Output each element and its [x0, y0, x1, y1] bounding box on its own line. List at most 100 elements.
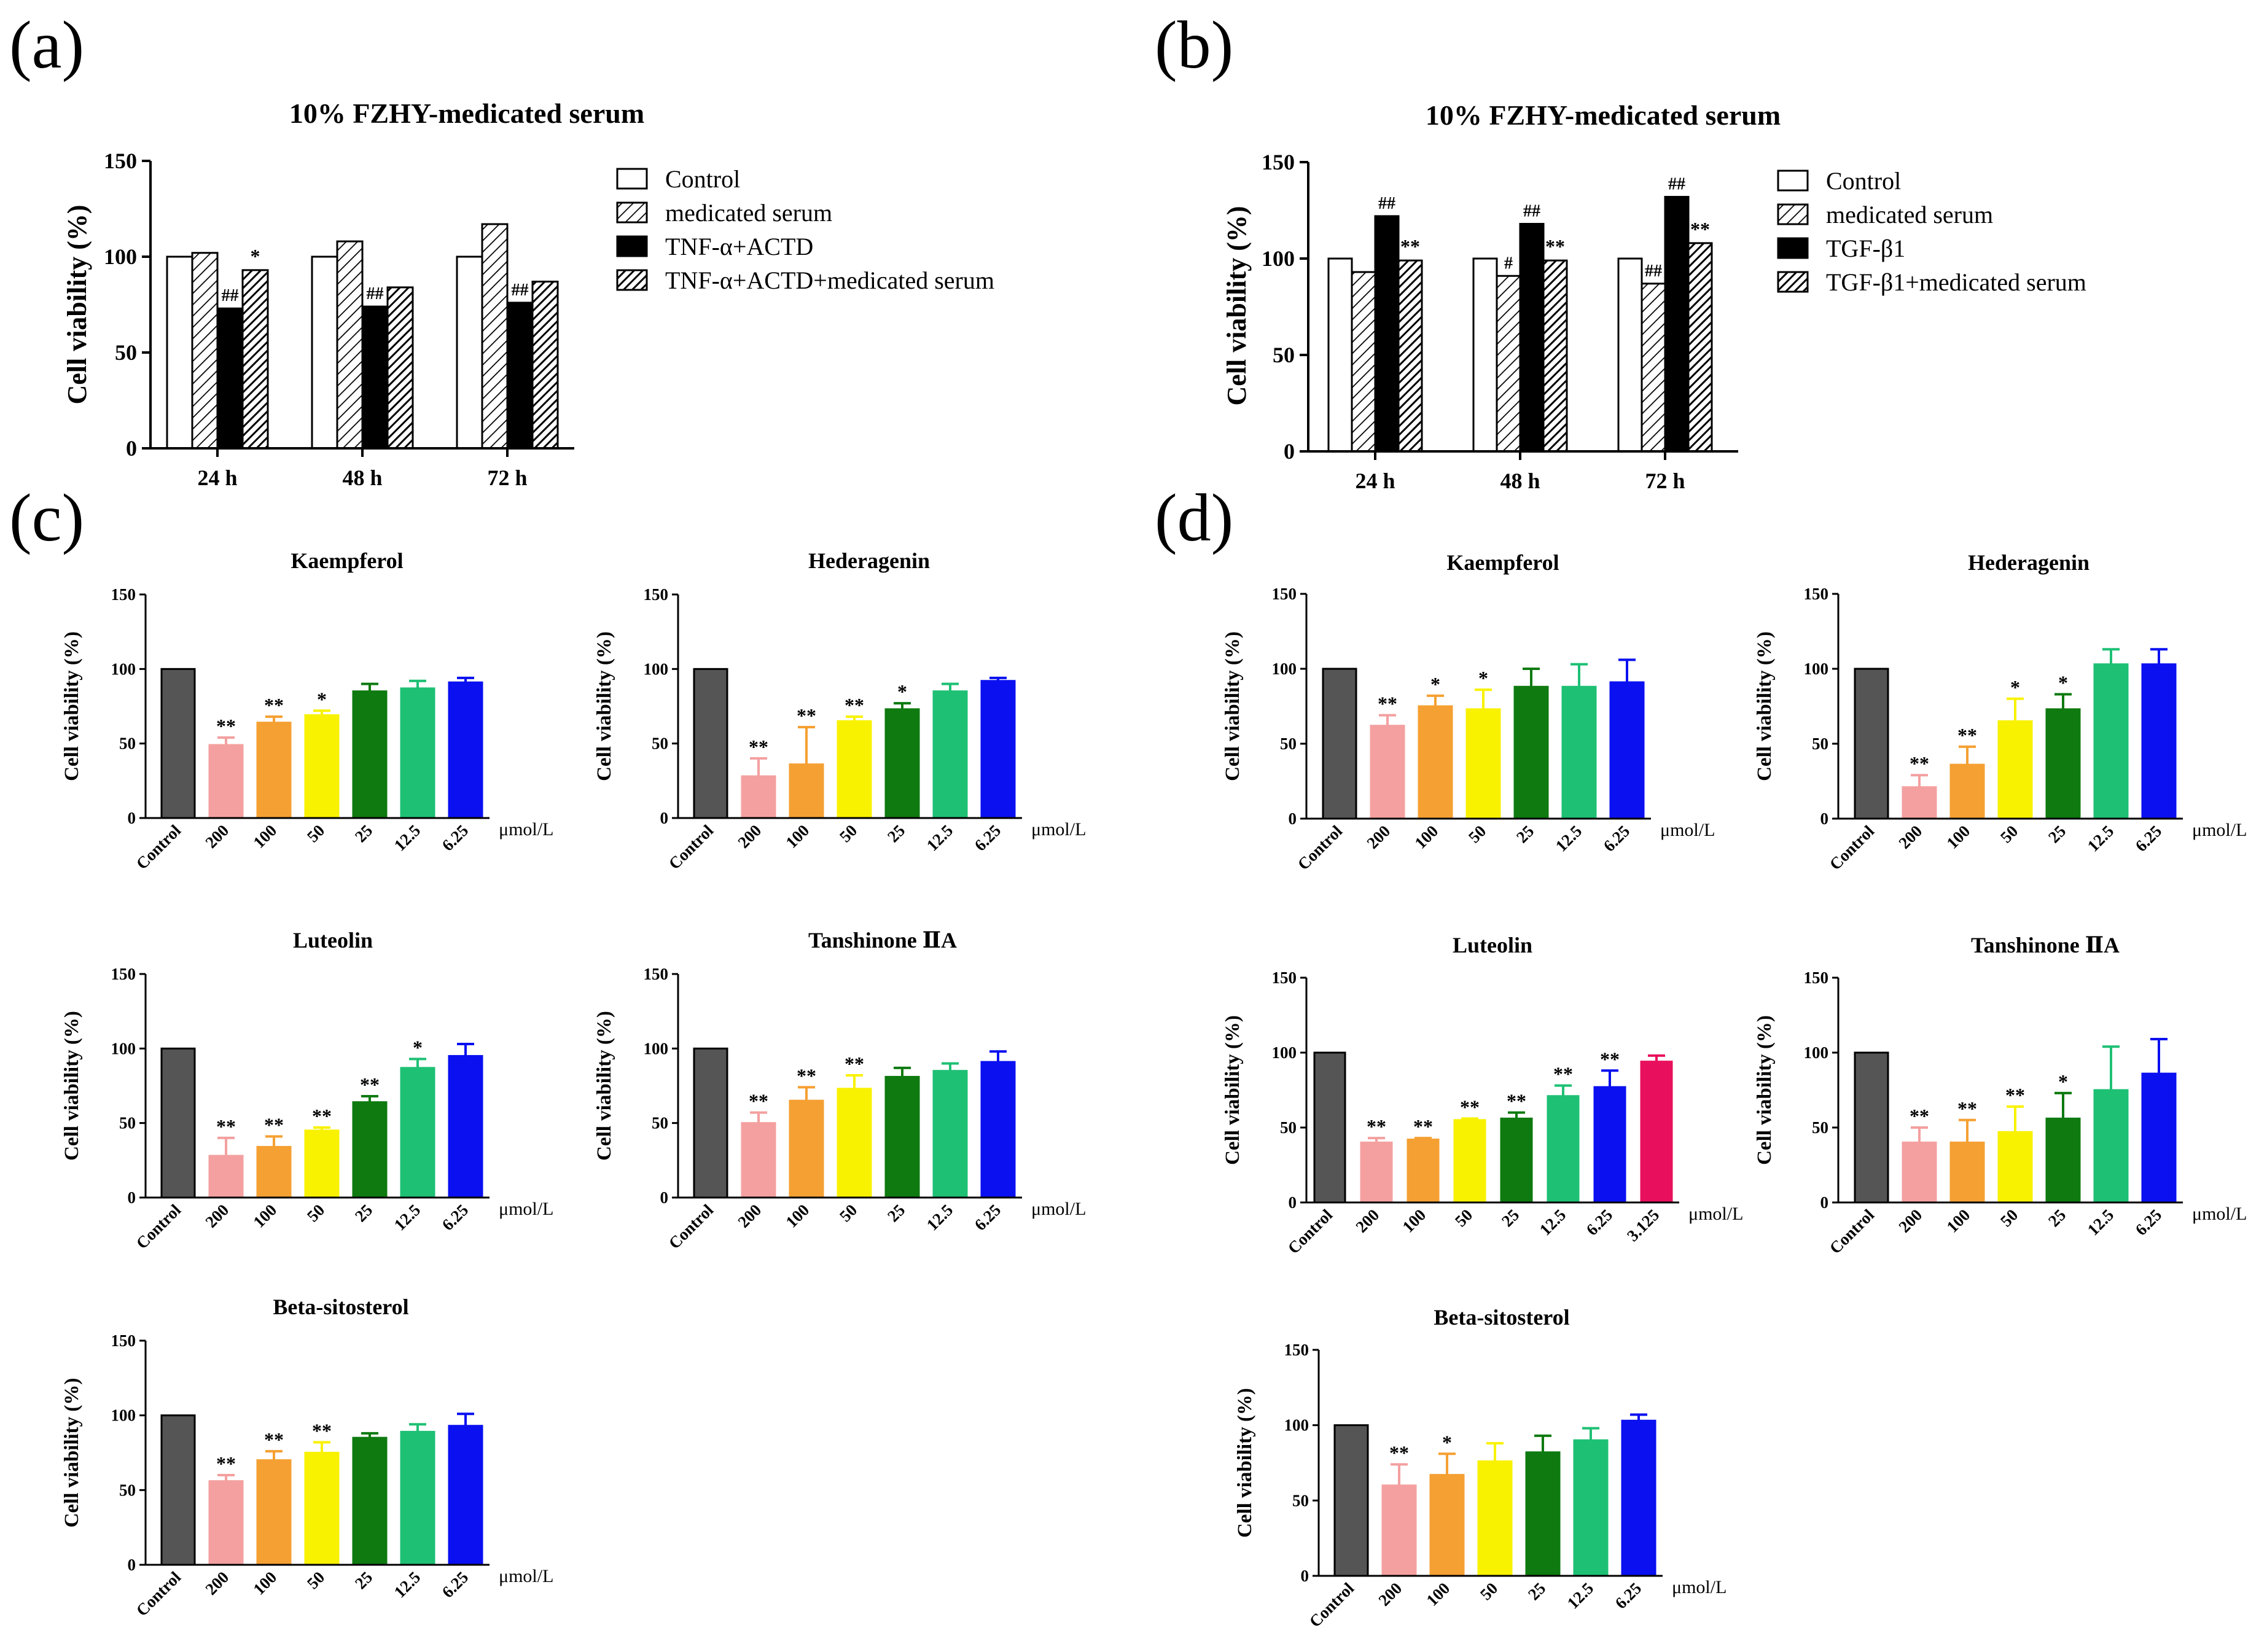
bar	[191, 252, 219, 450]
bar-Control	[1333, 1424, 1369, 1577]
bar-50	[1465, 708, 1501, 820]
bar-100	[256, 722, 292, 819]
significance-mark: **	[1910, 752, 1929, 774]
significance-mark: *	[2058, 671, 2068, 693]
bar-Control	[693, 1047, 728, 1199]
bar-50	[837, 720, 872, 819]
y-axis-label: Cell viability (%)	[593, 1011, 615, 1161]
x-tick-label: 50	[1451, 1206, 1476, 1230]
panel-label-a: (a)	[9, 7, 84, 82]
bar	[361, 305, 389, 450]
y-tick-label: 50	[652, 734, 668, 753]
y-tick-label: 50	[1292, 1491, 1309, 1510]
chart-kaempferol-c: Kaempferol Cell viability (%) 0 50 100 150 Con…	[61, 548, 553, 873]
legend-swatch	[1777, 169, 1809, 192]
bar	[1687, 242, 1713, 453]
y-tick-label: 50	[119, 734, 136, 753]
bar-12.5	[2093, 1089, 2129, 1204]
bar	[1496, 275, 1521, 453]
x-tick-label: 25	[1524, 1579, 1549, 1603]
significance-mark: **	[749, 1090, 768, 1112]
unit-label: μmol/L	[499, 819, 553, 840]
bar-6.25	[1621, 1419, 1656, 1577]
y-tick-label: 0	[128, 1556, 136, 1574]
y-tick-label: 100	[1804, 1043, 1829, 1062]
x-tick-label: 6.25	[2132, 822, 2166, 855]
chart-title: 10% FZHY-medicated serum	[1426, 99, 1781, 131]
bar	[1519, 222, 1545, 453]
chart-title: Tanshinone ⅡA	[1971, 933, 2120, 957]
y-tick-label: 150	[111, 965, 136, 983]
significance-mark: **	[312, 1105, 332, 1127]
y-tick-label: 100	[104, 244, 137, 269]
legend-label: TGF-β1	[1826, 235, 1905, 262]
y-tick-label: 100	[644, 1039, 669, 1058]
bar-50	[304, 714, 340, 819]
x-tick-label: 25	[1513, 822, 1537, 846]
bar	[166, 255, 193, 450]
x-tick-label: 100	[782, 821, 813, 852]
bar-Control	[1322, 668, 1357, 820]
y-axis-label: Cell viability (%)	[1222, 631, 1244, 781]
x-tick-label: 12.5	[923, 821, 957, 855]
x-tick-label: 50	[1997, 822, 2021, 846]
y-tick-label: 100	[1804, 660, 1829, 678]
x-tick-label: 6.25	[971, 1201, 1005, 1234]
x-tick-label: Control	[133, 1568, 185, 1620]
significance-mark: **	[216, 1115, 236, 1137]
y-axis-label: Cell viability (%)	[61, 1378, 83, 1528]
significance-mark: ##	[1668, 175, 1685, 194]
x-tick-label: 100	[249, 821, 280, 852]
significance-mark: **	[1389, 1441, 1409, 1463]
x-tick-label: 6.25	[439, 1201, 472, 1234]
bar-6.25	[2141, 1072, 2177, 1204]
x-tick-label: 6.25	[1600, 822, 1634, 855]
bar-200	[208, 1155, 244, 1199]
bar-25	[2045, 708, 2081, 820]
unit-label: μmol/L	[1688, 1204, 1743, 1224]
bar-50	[837, 1088, 872, 1199]
y-tick-label: 150	[1804, 968, 1829, 987]
significance-mark: **	[1545, 235, 1565, 257]
x-tick-label: Control	[133, 821, 185, 873]
bar-12.5	[2093, 663, 2129, 820]
x-tick-label: 12.5	[1536, 1206, 1570, 1239]
bar-200	[208, 744, 244, 819]
y-axis-label: Cell viability (%)	[1222, 206, 1252, 405]
x-tick-label: 6.25	[439, 821, 472, 855]
bar	[531, 281, 559, 450]
x-tick-label: Control	[1826, 1206, 1878, 1258]
significance-mark: **	[1507, 1090, 1526, 1112]
x-tick-label: 100	[249, 1568, 280, 1599]
bar-50	[1997, 720, 2033, 820]
bar	[1641, 282, 1666, 453]
bar-100	[789, 763, 824, 819]
x-tick-label: Control	[1306, 1579, 1358, 1631]
x-tick-label: 200	[1895, 822, 1926, 852]
bar	[336, 240, 364, 450]
y-tick-label: 100	[1284, 1416, 1309, 1435]
x-tick-label: 50	[303, 1568, 328, 1592]
unit-label: μmol/L	[1672, 1577, 1727, 1597]
significance-mark: *	[897, 680, 907, 703]
bar	[1374, 215, 1400, 453]
significance-mark: **	[845, 1053, 864, 1075]
bar-25	[352, 690, 388, 819]
significance-mark: **	[360, 1073, 380, 1096]
y-axis-label: Cell viability (%)	[1222, 1015, 1244, 1165]
x-tick-label: 25	[884, 821, 908, 846]
x-tick-label: 200	[201, 1568, 232, 1599]
y-axis-label: Cell viability (%)	[593, 631, 615, 781]
bar	[241, 269, 269, 450]
legend-swatch	[1777, 203, 1809, 225]
bar-6.25	[448, 1054, 483, 1199]
x-tick-label: 12.5	[2084, 1206, 2118, 1239]
x-tick-label: 48 h	[1500, 469, 1540, 493]
x-tick-label: Control	[665, 821, 717, 873]
bar-12.5	[1547, 1095, 1580, 1204]
bar	[506, 302, 534, 450]
x-tick-label: 6.25	[439, 1568, 472, 1602]
bar-12.5	[1573, 1439, 1609, 1577]
bar-50	[1477, 1460, 1513, 1577]
